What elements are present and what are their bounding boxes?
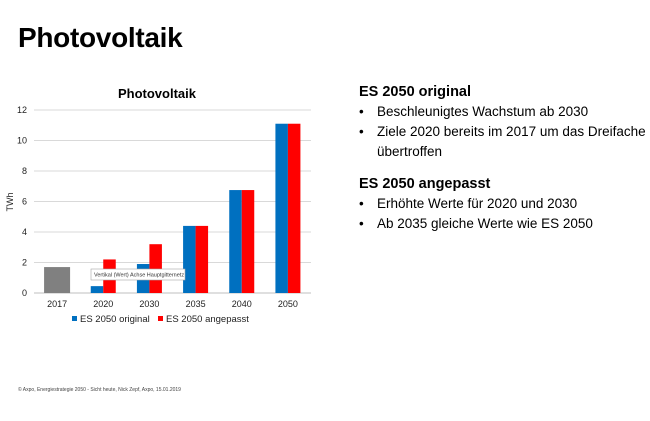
x-tick-label: 2040	[232, 299, 252, 309]
bar-original-2035	[183, 225, 196, 293]
tooltip-text: Vertikal (Wert) Achse Hauptgitternetz	[94, 273, 184, 279]
tooltip-box	[90, 268, 186, 281]
bullet-text: Ziele 2020 bereits im 2017 um das Dreifa…	[377, 124, 646, 159]
list-item: • Beschleunigtes Wachstum ab 2030	[359, 102, 649, 122]
bar-angepasst-2030	[149, 244, 162, 293]
section-heading: ES 2050 original	[359, 84, 472, 100]
bullet-text: Beschleunigtes Wachstum ab 2030	[377, 104, 589, 119]
x-tick-label: 2017	[47, 299, 67, 309]
section-original: ES 2050 original • Beschleunigtes Wachstu…	[359, 84, 649, 162]
footer-copyright: © Axpo, Energiestrategie 2050 - Sicht he…	[18, 387, 181, 393]
x-tick-label: 2035	[186, 299, 206, 309]
photovoltaik-chart: Photovoltaik TWh 0 2 4 6 8 10 12 2017 2020 2030 20…	[5, 86, 311, 325]
bullet-icon: •	[359, 196, 364, 211]
bar-angepasst-2040	[241, 190, 255, 293]
x-tick-label: 2030	[139, 299, 159, 309]
list-item: • Ab 2035 gleiche Werte wie ES 2050	[359, 214, 649, 234]
y-tick-label: 2	[22, 258, 27, 268]
y-axis-label: TWh	[5, 193, 15, 212]
y-tick-label: 4	[22, 227, 27, 237]
bar-angepasst-2050	[287, 123, 301, 293]
bullet-text: Ab 2035 gleiche Werte wie ES 2050	[377, 216, 593, 231]
y-tick-label: 8	[22, 166, 27, 176]
section-heading: ES 2050 angepasst	[359, 176, 491, 192]
legend-swatch	[72, 316, 77, 321]
x-tick-label: 2020	[93, 299, 113, 309]
chart-title: Photovoltaik	[118, 86, 197, 101]
y-tick-label: 6	[22, 197, 27, 207]
bar-actual-2017	[44, 267, 71, 293]
bar-original-2020	[90, 286, 104, 293]
legend-label: ES 2050 original	[80, 314, 150, 325]
bullet-icon: •	[359, 124, 364, 139]
bar-original-2050	[275, 123, 288, 293]
bar-angepasst-2035	[195, 225, 209, 293]
bullet-list: • Erhöhte Werte für 2020 und 2030 • Ab 203…	[359, 194, 649, 234]
legend-label: ES 2050 angepasst	[166, 314, 249, 325]
y-tick-label: 10	[17, 136, 27, 146]
bullet-list: • Beschleunigtes Wachstum ab 2030 • Ziele …	[359, 102, 649, 162]
summary-panel: ES 2050 original • Beschleunigtes Wachstu…	[359, 84, 649, 248]
bullet-text: Erhöhte Werte für 2020 und 2030	[377, 196, 578, 211]
bar-original-2040	[229, 190, 242, 293]
x-tick-label: 2050	[278, 299, 298, 309]
section-angepasst: ES 2050 angepasst • Erhöhte Werte für 202…	[359, 176, 649, 234]
legend-swatch	[158, 316, 163, 321]
bullet-icon: •	[359, 216, 364, 231]
list-item: • Erhöhte Werte für 2020 und 2030	[359, 194, 649, 214]
page-title: Photovoltaik	[18, 22, 183, 53]
bullet-icon: •	[359, 104, 364, 119]
y-tick-label: 12	[17, 105, 27, 115]
y-tick-label: 0	[22, 288, 27, 298]
list-item: • Ziele 2020 bereits im 2017 um das Dreif…	[359, 122, 649, 162]
